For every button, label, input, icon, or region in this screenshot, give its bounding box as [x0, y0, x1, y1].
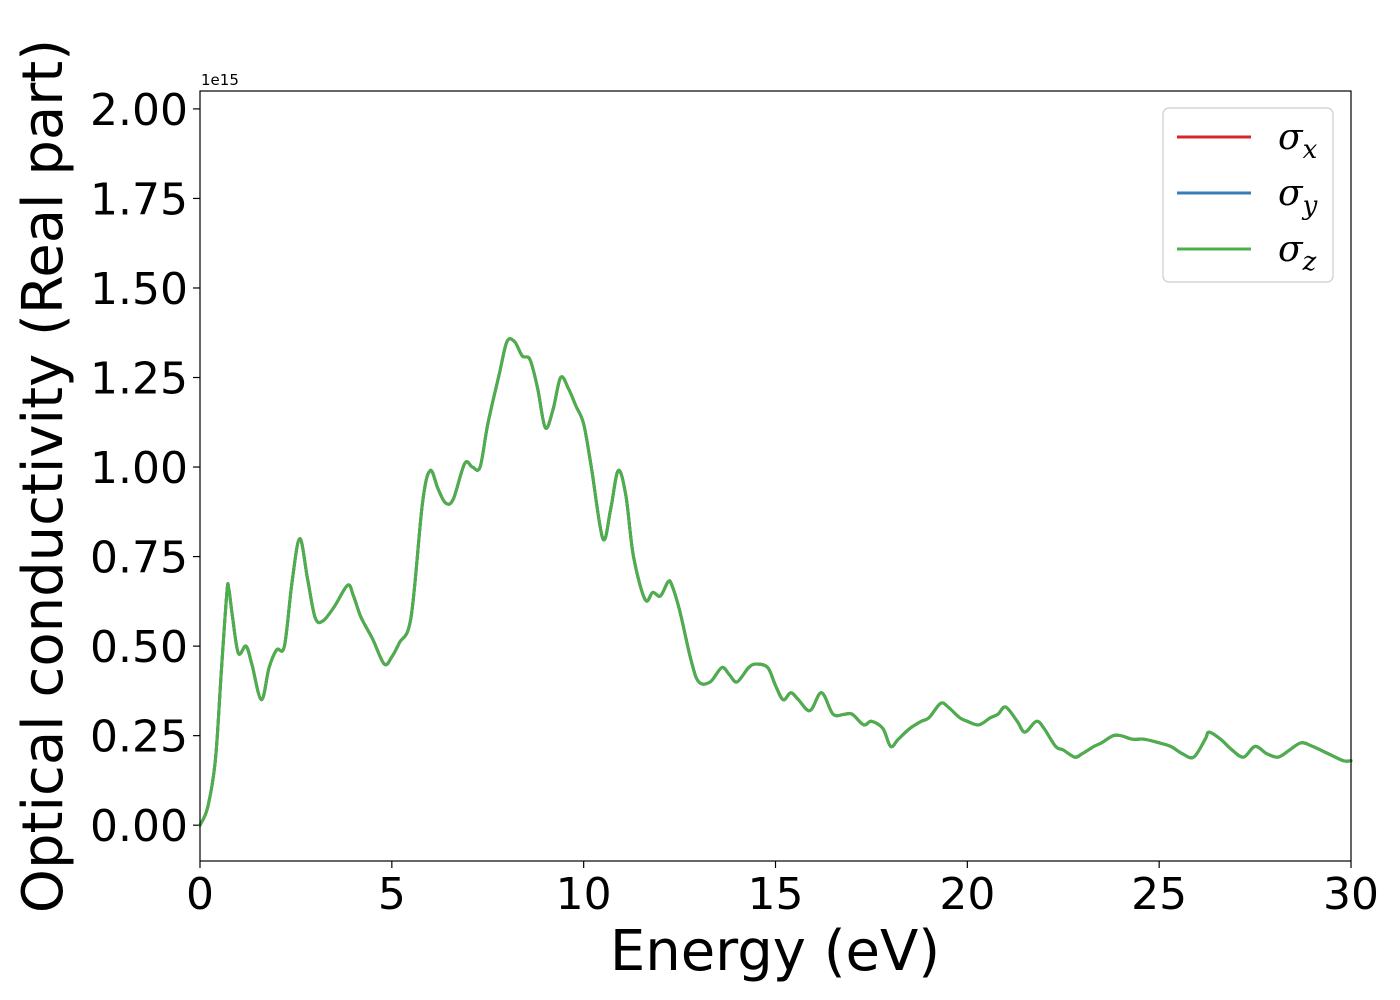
y-tick-label: 0.25 [90, 712, 188, 763]
legend-label-x: σx [1278, 117, 1318, 165]
x-tick-label: 5 [378, 869, 406, 920]
x-axis-title: Energy (eV) [610, 919, 940, 984]
legend-label-base: σ [1278, 117, 1304, 158]
legend-label-subscript: x [1303, 135, 1318, 165]
series-layer [198, 337, 1353, 827]
y-tick-label: 1.50 [90, 264, 188, 315]
series-line-z [198, 337, 1353, 827]
legend-label-z: σz [1278, 229, 1317, 277]
legend-box [1162, 107, 1334, 283]
y-offset-label: 1e15 [201, 71, 239, 89]
y-tick-label: 0.50 [90, 622, 188, 673]
x-tick-label: 30 [1323, 869, 1379, 920]
y-axis-title: Optical conductivity (Real part) [11, 39, 76, 913]
x-tick-label: 20 [939, 869, 995, 920]
ticks-layer: 0 5 10 15 20 25 30 0.00 0.25 0.50 0.75 1.00 1.25 1.50… [90, 85, 1379, 920]
legend-label-subscript: y [1302, 191, 1318, 221]
y-tick-label: 1.25 [90, 354, 188, 405]
plot-frame [199, 90, 1352, 862]
legend-label-base: σ [1278, 229, 1304, 270]
y-tick-label: 0.75 [90, 533, 188, 584]
y-tick-label: 1.75 [90, 174, 188, 225]
legend-label-y: σy [1278, 173, 1318, 221]
y-tick-label: 1.00 [90, 443, 188, 494]
legend-label-subscript: z [1302, 247, 1317, 277]
x-tick-label: 25 [1131, 869, 1187, 920]
y-tick-label: 2.00 [90, 85, 188, 136]
x-tick-label: 10 [556, 869, 612, 920]
x-tick-label: 15 [748, 869, 804, 920]
legend-label-base: σ [1278, 173, 1304, 214]
x-tick-label: 0 [186, 869, 214, 920]
y-tick-label: 0.00 [90, 801, 188, 852]
